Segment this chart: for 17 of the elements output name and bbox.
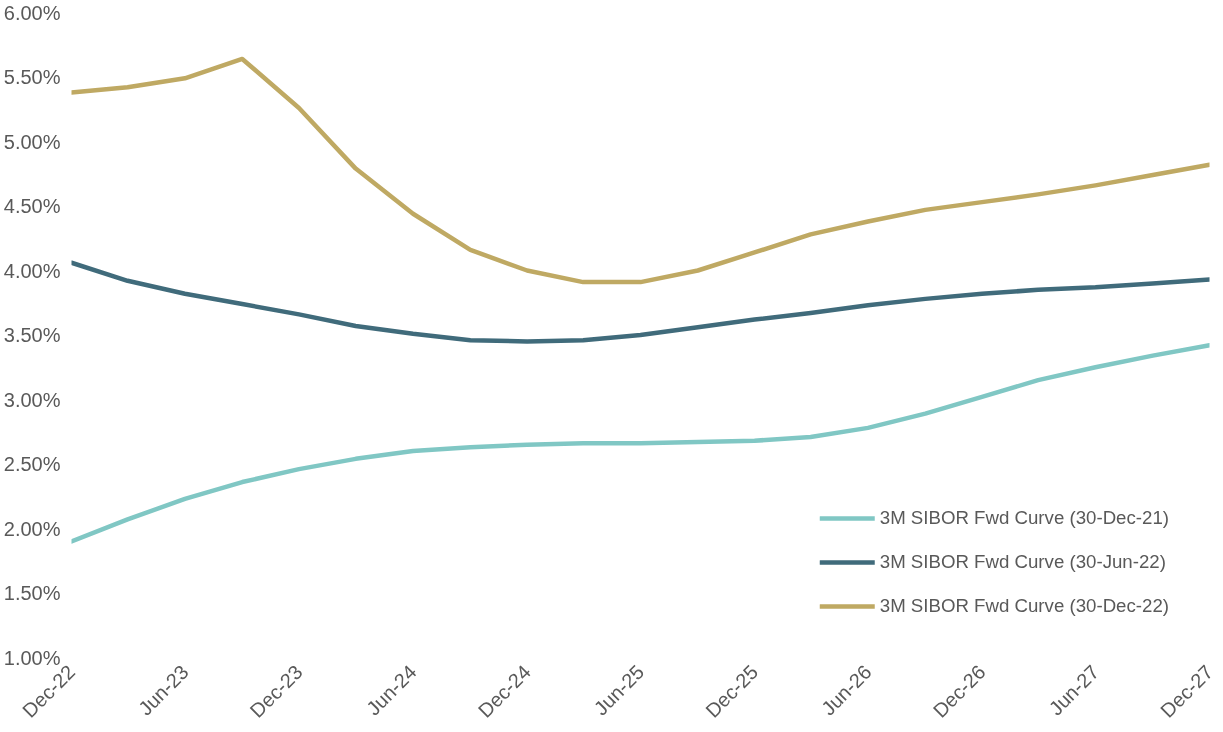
line-series bbox=[71, 56, 1210, 285]
y-tick-label: 3.50% bbox=[3, 324, 61, 346]
y-tick-label: 1.00% bbox=[3, 646, 61, 669]
legend-label: 3M SIBOR Fwd Curve (30-Dec-21) bbox=[879, 507, 1169, 529]
line-series bbox=[71, 260, 1210, 344]
y-tick-label: 3.00% bbox=[3, 388, 61, 411]
y-tick-label: 1.50% bbox=[3, 582, 61, 604]
legend-label: 3M SIBOR Fwd Curve (30-Dec-22) bbox=[879, 595, 1169, 617]
y-tick-label: 2.00% bbox=[3, 517, 61, 540]
y-tick-label: 6.00% bbox=[3, 1, 61, 24]
y-tick-label: 2.50% bbox=[3, 453, 61, 475]
line-series bbox=[71, 343, 1210, 544]
y-tick-label: 4.50% bbox=[3, 195, 61, 217]
y-tick-label: 4.00% bbox=[3, 259, 61, 282]
legend-label: 3M SIBOR Fwd Curve (30-Jun-22) bbox=[879, 551, 1166, 573]
y-tick-label: 5.50% bbox=[3, 66, 61, 88]
y-tick-label: 5.00% bbox=[3, 130, 61, 153]
